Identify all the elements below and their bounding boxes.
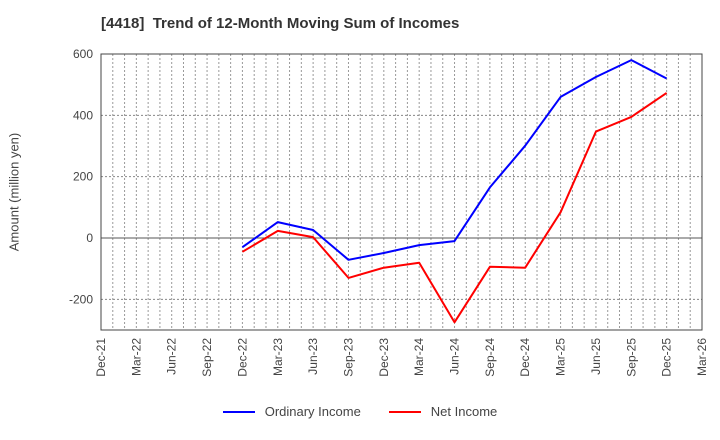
legend-label: Net Income <box>430 404 498 419</box>
x-tick-label: Dec-25 <box>660 338 674 377</box>
x-tick-label: Dec-24 <box>518 338 532 377</box>
legend-swatch-red <box>388 410 421 413</box>
legend-label: Ordinary Income <box>264 404 361 419</box>
x-tick-label: Mar-24 <box>412 338 426 376</box>
x-tick-label: Dec-21 <box>94 338 108 377</box>
legend-item-net-income: Net Income <box>388 404 498 419</box>
x-tick-label: Mar-25 <box>554 338 568 376</box>
x-tick-label: Jun-22 <box>165 338 179 375</box>
x-tick-label: Mar-26 <box>695 338 709 376</box>
ordinary-income-line <box>241 59 668 261</box>
legend-swatch-blue <box>222 410 255 413</box>
y-tick-label: 400 <box>73 108 93 122</box>
x-tick-label: Sep-24 <box>483 338 497 377</box>
x-tick-label: Sep-22 <box>200 338 214 377</box>
x-tick-label: Dec-22 <box>235 338 249 377</box>
x-tick-label: Sep-25 <box>624 338 638 377</box>
y-tick-label: 0 <box>86 231 93 245</box>
x-tick-label: Mar-22 <box>129 338 143 376</box>
y-tick-label: 600 <box>73 47 93 61</box>
chart-title: [4418] Trend of 12-Month Moving Sum of I… <box>101 15 460 32</box>
y-tick-label: 200 <box>73 170 93 184</box>
plot-frame <box>100 53 703 331</box>
x-tick-label: Jun-23 <box>306 338 320 375</box>
x-tick-label: Jun-25 <box>589 338 603 375</box>
x-tick-label: Dec-23 <box>377 338 391 377</box>
y-tick-label: -200 <box>69 292 93 306</box>
x-tick-label: Jun-24 <box>448 338 462 375</box>
legend: Ordinary Income Net Income <box>0 404 720 419</box>
x-tick-label: Mar-23 <box>271 338 285 376</box>
legend-item-ordinary-income: Ordinary Income <box>222 404 361 419</box>
x-tick-label: Sep-23 <box>341 338 355 377</box>
net-income-line <box>241 92 668 324</box>
